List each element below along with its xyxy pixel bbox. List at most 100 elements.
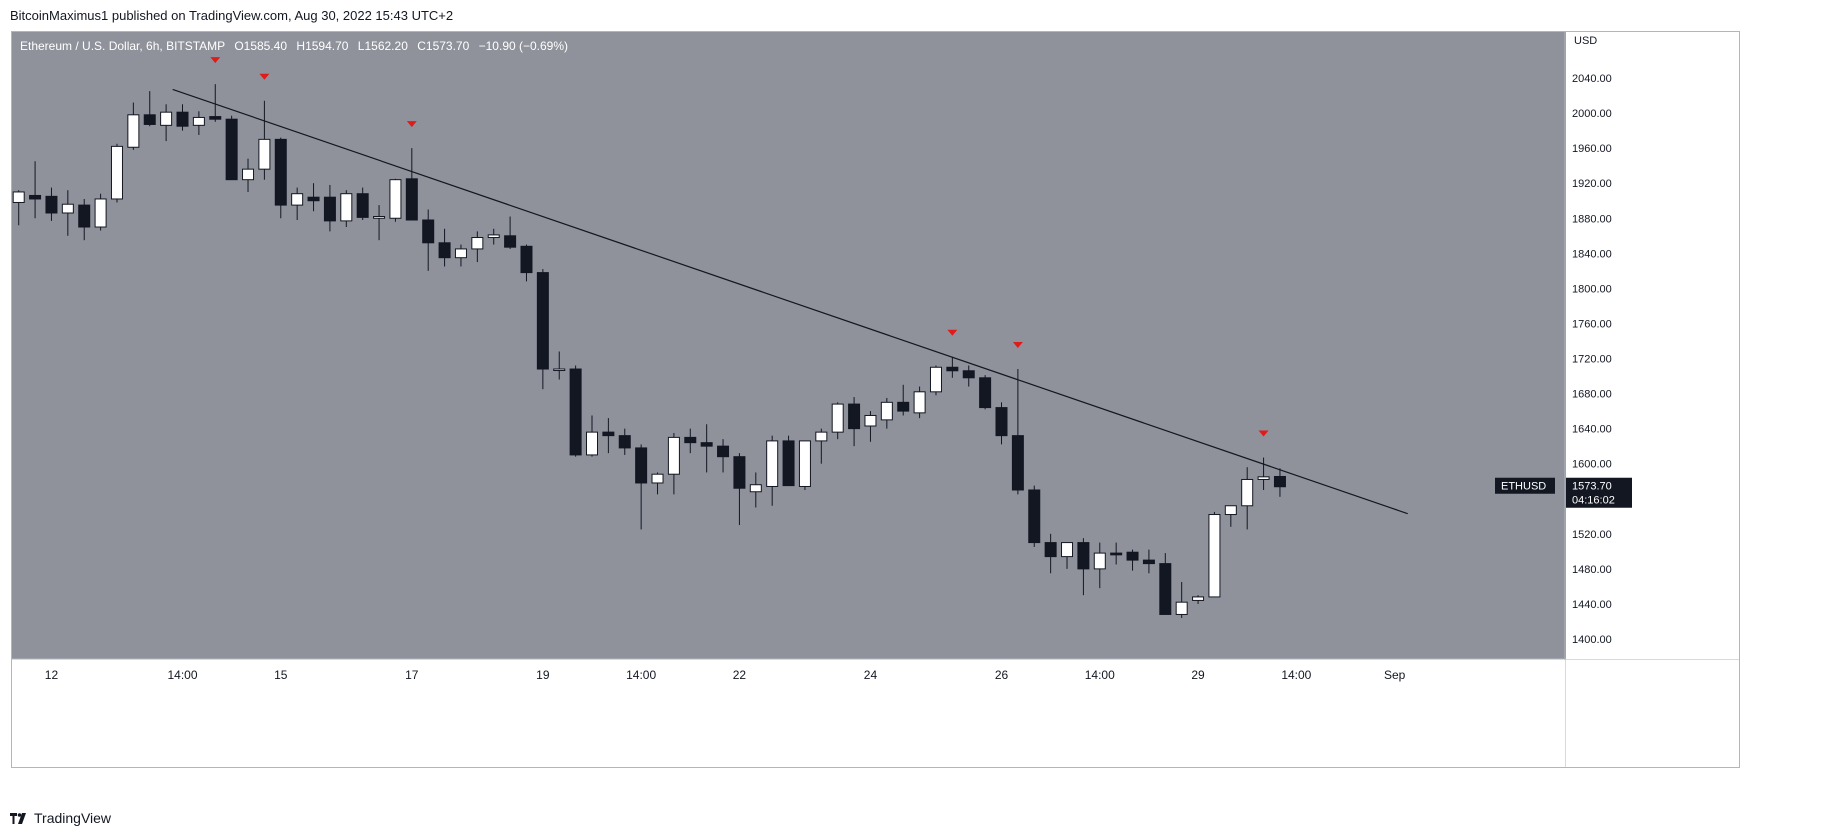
candle [307, 183, 320, 212]
candle [1044, 533, 1057, 574]
candle [1126, 549, 1139, 571]
candle [373, 205, 386, 241]
candle-body [373, 215, 386, 219]
candle-body [1011, 435, 1024, 491]
time-axis-panel[interactable] [12, 660, 1565, 767]
price-axis-panel[interactable] [1566, 32, 1739, 659]
candle [29, 161, 42, 219]
candle-body [242, 168, 255, 181]
tradingview-brand: TradingView [34, 810, 112, 826]
candle-body [897, 401, 910, 412]
time-tick-label: 14:00 [1281, 668, 1311, 682]
candle-body [12, 191, 25, 203]
candle-body [602, 431, 615, 437]
candle [1028, 485, 1041, 547]
price-tick-label: 1800.00 [1572, 283, 1612, 295]
candle [110, 143, 123, 203]
time-tick-label: 15 [274, 668, 288, 682]
candle [45, 187, 58, 221]
candle [717, 439, 730, 473]
candle [143, 91, 156, 127]
candle [848, 397, 861, 447]
candle-body [979, 377, 992, 409]
candle-body [667, 436, 680, 475]
candle-body [1192, 596, 1205, 601]
candle [422, 209, 435, 271]
candle [1061, 542, 1074, 569]
candle-body [160, 111, 173, 126]
candle [209, 84, 222, 122]
time-tick-label: 14:00 [1085, 668, 1115, 682]
candle-body [274, 138, 287, 206]
candle-body [1241, 478, 1254, 507]
candle-body [1126, 551, 1139, 561]
time-tick-label: 29 [1191, 668, 1205, 682]
candle [798, 440, 811, 490]
candle [553, 351, 566, 380]
price-tag-countdown: 04:16:02 [1572, 495, 1615, 507]
price-tick-label: 1480.00 [1572, 564, 1612, 576]
price-tick-label: 1960.00 [1572, 143, 1612, 155]
price-tick-label: 1400.00 [1572, 634, 1612, 646]
candle-body [291, 193, 304, 206]
candle-body [1044, 542, 1057, 558]
candle-body [1077, 542, 1090, 570]
candle-body [340, 193, 353, 222]
resistance-trendline[interactable] [172, 88, 1408, 515]
candle [323, 184, 336, 232]
candle [78, 198, 91, 241]
price-chart[interactable]: USD 2040.00 2000.00 1960.00 1920.00 1880.00 18… [12, 32, 1739, 767]
candle [749, 472, 762, 508]
candle-body [929, 366, 942, 393]
low-value: 1562.20 [364, 39, 408, 53]
candle [61, 190, 74, 236]
candle-body [143, 114, 156, 125]
chart-frame[interactable]: USD 2040.00 2000.00 1960.00 1920.00 1880.00 18… [11, 31, 1740, 768]
candle-body [258, 138, 271, 170]
candle [1175, 582, 1188, 618]
candle [864, 411, 877, 442]
high-value: 1594.70 [305, 39, 349, 53]
candle [242, 158, 255, 192]
price-tag-symbol: ETHUSD [1501, 481, 1546, 493]
time-axis[interactable]: 12 14:00 15 17 19 14:00 22 24 26 14:00 29 14:00 Sep [45, 668, 1406, 682]
low-label: L [357, 39, 365, 53]
candle-body [520, 245, 533, 274]
resistance-markers [210, 57, 1269, 437]
candle [192, 111, 205, 135]
candle-body [717, 445, 730, 458]
tradingview-footer[interactable]: TradingView [10, 810, 111, 826]
candle-body [1159, 563, 1172, 615]
candle-body [209, 116, 222, 120]
candle [766, 435, 779, 506]
candle [602, 418, 615, 454]
candles [12, 84, 1286, 618]
candle [946, 356, 959, 378]
candle [340, 190, 353, 228]
rejection-marker-icon [210, 57, 221, 64]
candle [569, 365, 582, 457]
candle [487, 228, 500, 245]
candle [667, 433, 680, 495]
candle-body [307, 196, 320, 202]
trendline-layer [172, 88, 1408, 515]
chart-pane-background [12, 32, 1739, 659]
price-tick-label: 2000.00 [1572, 108, 1612, 120]
candle [815, 428, 828, 464]
candle-body [913, 391, 926, 414]
candle-body [1175, 601, 1188, 615]
candle-body [1110, 552, 1123, 556]
time-tick-label: 26 [995, 668, 1009, 682]
candle-body [94, 198, 107, 228]
candle-body [405, 178, 418, 221]
candle-body [504, 235, 517, 248]
candle [635, 444, 648, 530]
candle-body [848, 403, 861, 430]
candle-body [733, 456, 746, 489]
candle-body [635, 447, 648, 484]
candle [258, 100, 271, 180]
candle-body [946, 366, 959, 372]
candle [1192, 595, 1205, 604]
candle-body [225, 118, 238, 181]
candle [618, 428, 631, 455]
